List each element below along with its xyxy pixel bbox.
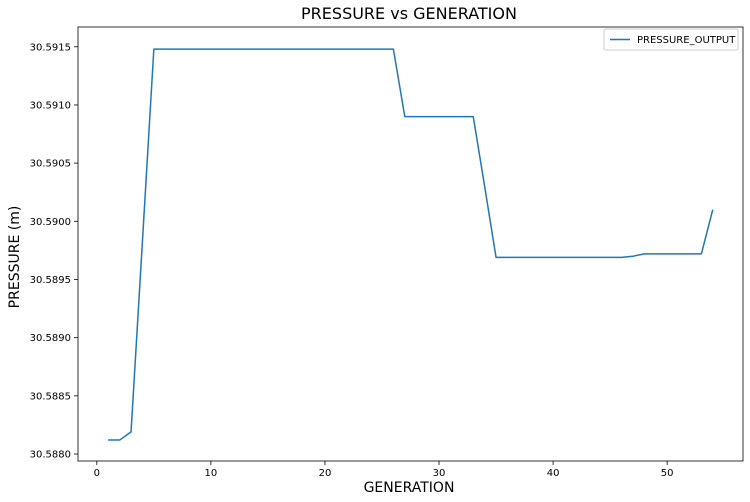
legend-box (603, 28, 739, 51)
y-axis-title: PRESSURE (m) (7, 206, 23, 309)
y-axis-ticks: 30.5880 30.5885 30.5890 30.5895 30.5900 30.59… (30, 42, 78, 461)
y-tick-label: 30.5915 (30, 42, 71, 53)
plot-frame (77, 26, 744, 462)
chart-title: PRESSURE vs GENERATION (301, 4, 517, 23)
y-tick-label: 30.5890 (30, 333, 71, 344)
y-tick-label: 30.5895 (30, 275, 71, 286)
x-tick-label: 30 (433, 468, 446, 479)
y-tick-label: 30.5880 (30, 450, 71, 461)
x-tick-label: 40 (547, 468, 560, 479)
x-axis-ticks: 0 10 20 30 40 50 (94, 461, 674, 479)
legend-label: PRESSURE_OUTPUT (637, 35, 736, 46)
legend: PRESSURE_OUTPUT (603, 28, 739, 51)
x-axis-title: GENERATION (364, 480, 455, 496)
x-tick-label: 10 (205, 468, 218, 479)
series-layer (108, 48, 714, 441)
y-tick-label: 30.5910 (30, 100, 71, 111)
x-tick-label: 0 (94, 468, 100, 479)
x-tick-label: 50 (661, 468, 674, 479)
y-tick-label: 30.5885 (30, 391, 71, 402)
plot-area (78, 27, 743, 461)
y-tick-label: 30.5905 (30, 159, 71, 170)
series-line-pressure-output (108, 48, 714, 441)
y-tick-label: 30.5900 (30, 217, 71, 228)
x-tick-label: 20 (319, 468, 332, 479)
